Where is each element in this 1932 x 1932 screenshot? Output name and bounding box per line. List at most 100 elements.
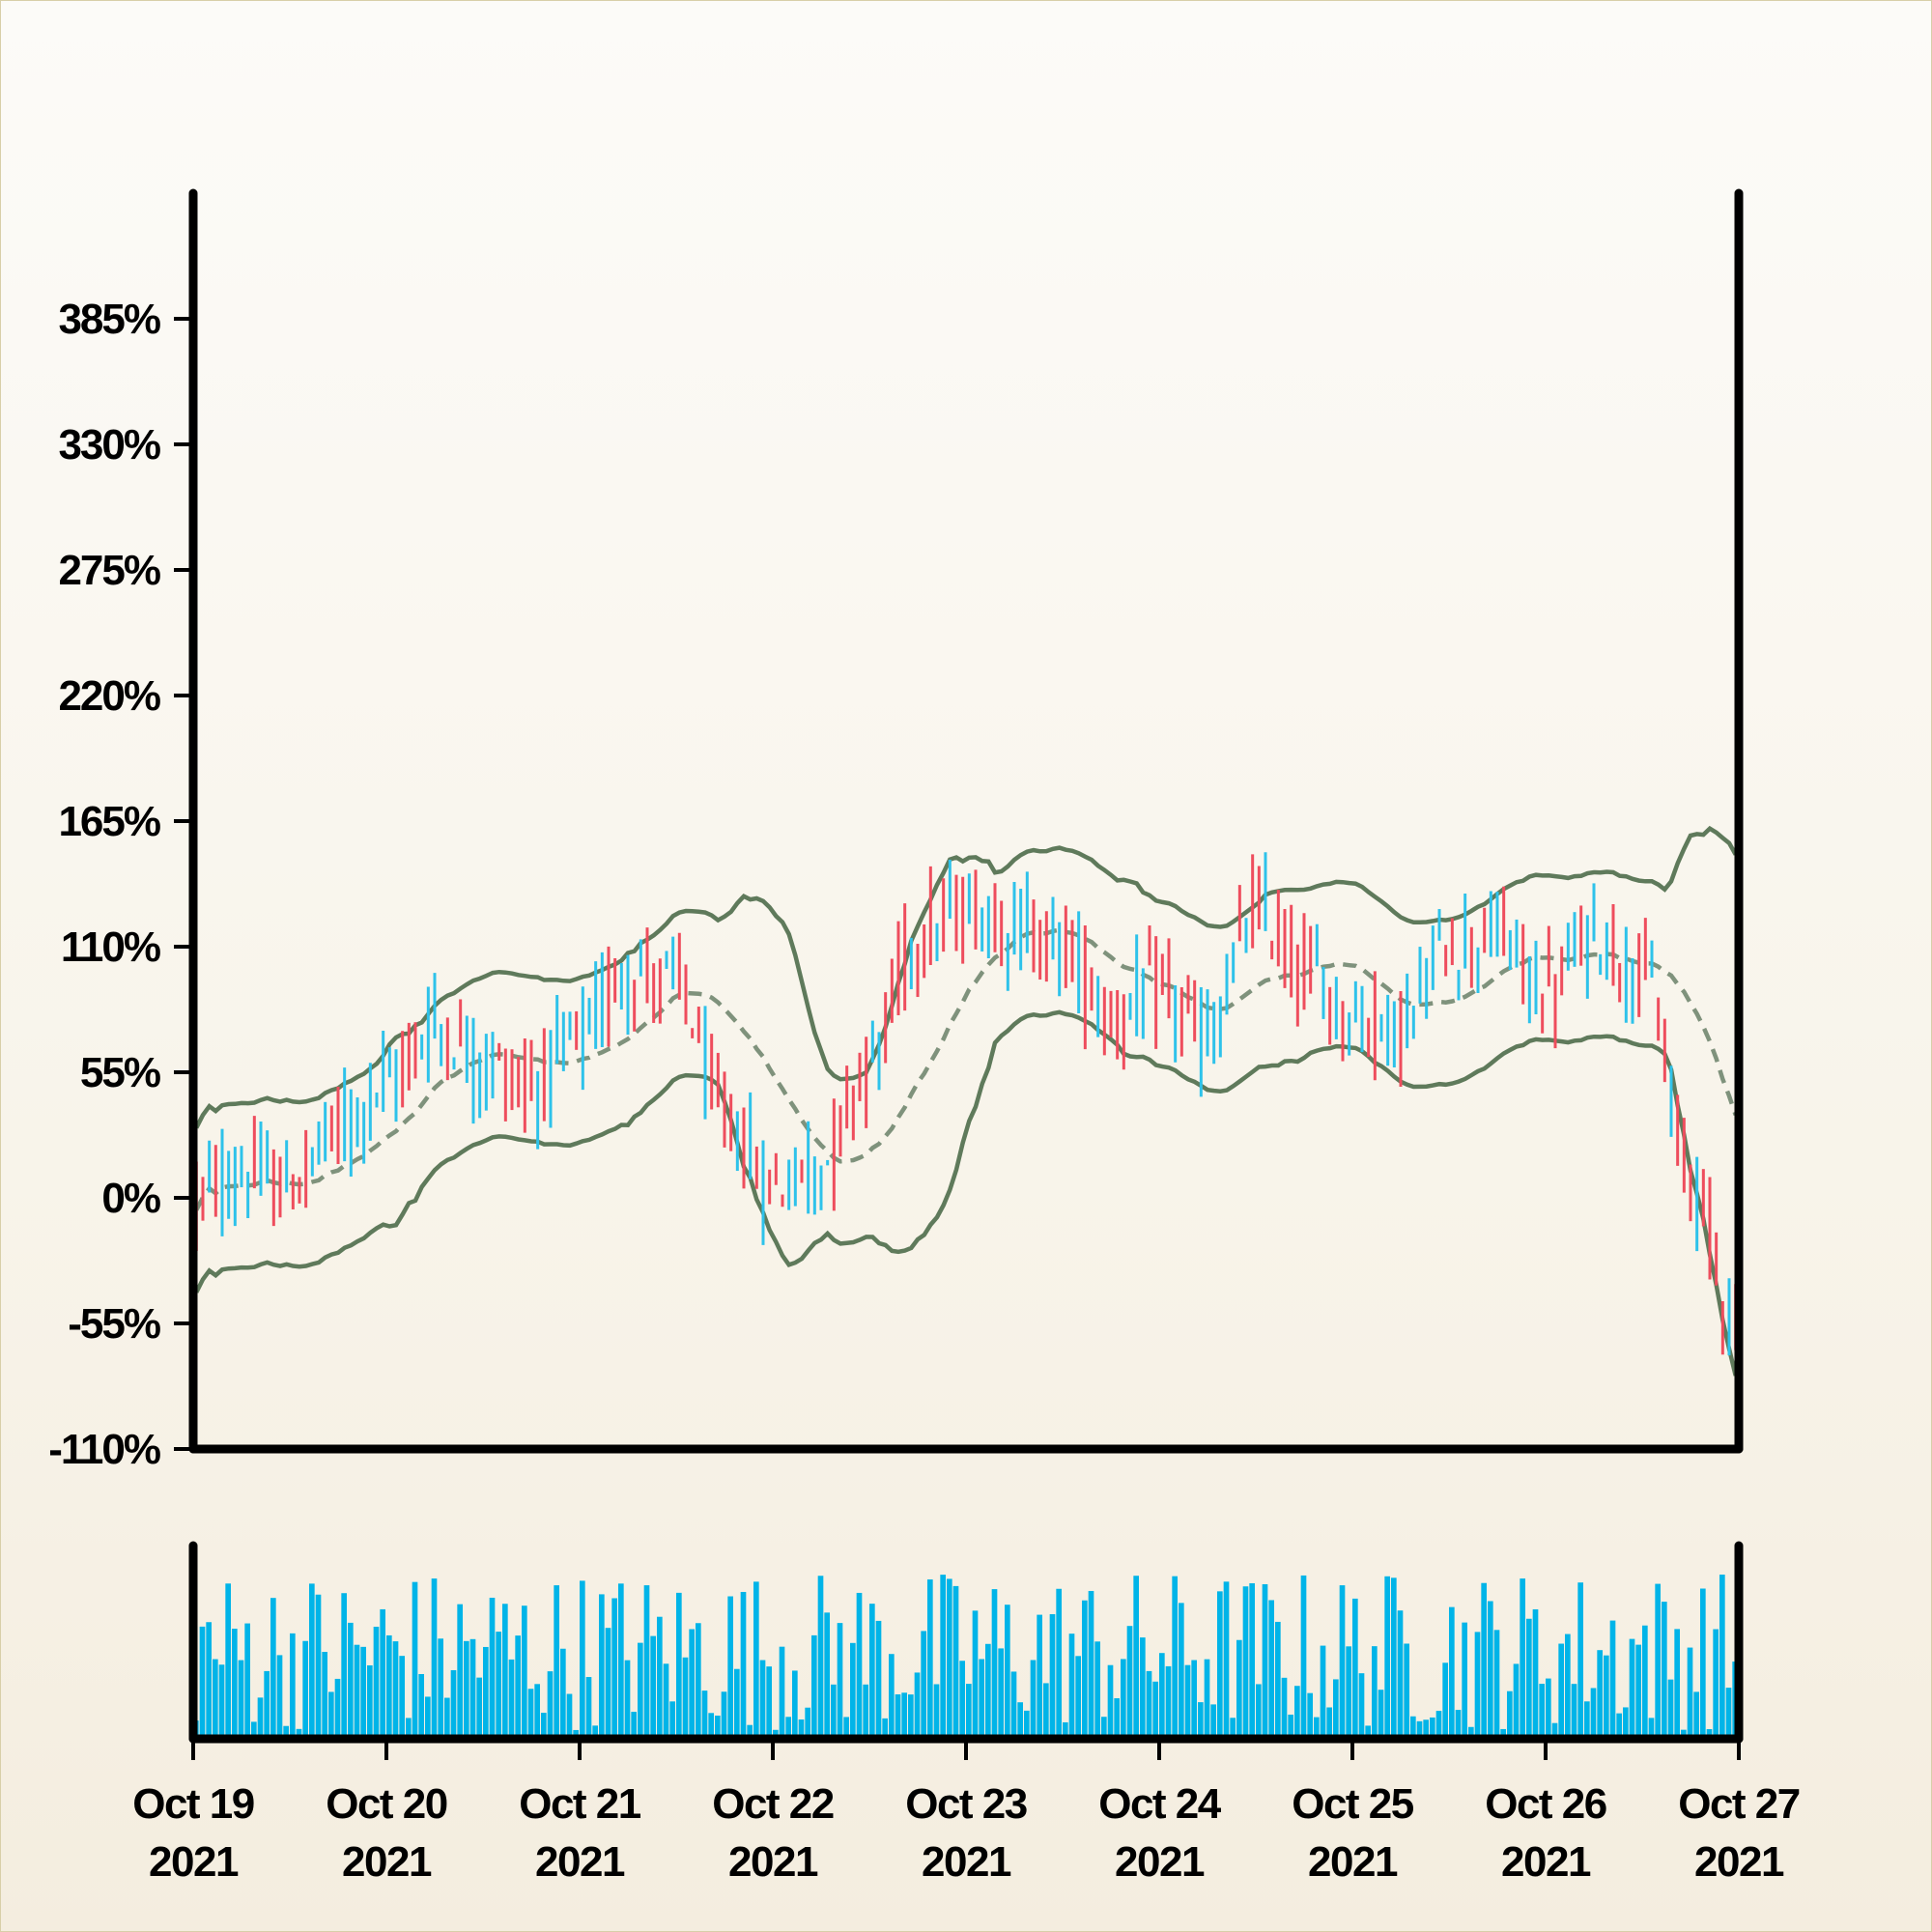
volume-bar (554, 1585, 559, 1739)
volume-bar (1584, 1701, 1590, 1739)
volume-bar (354, 1644, 360, 1739)
volume-bar (952, 1585, 959, 1739)
volume-bar (927, 1579, 933, 1739)
volume-bar (244, 1623, 250, 1739)
volume-bar (869, 1604, 875, 1739)
volume-bar (1681, 1729, 1687, 1739)
x-tick-label-year: 2021 (1115, 1838, 1205, 1886)
x-tick-label-year: 2021 (535, 1838, 625, 1886)
volume-bar (199, 1626, 206, 1739)
volume-bar (573, 1729, 579, 1739)
volume-bar (856, 1592, 863, 1739)
volume-bar (1693, 1691, 1699, 1739)
volume-bar (1320, 1645, 1326, 1739)
volume-bar (1049, 1614, 1056, 1739)
volume-bar (1024, 1710, 1030, 1739)
volume-bar (1288, 1714, 1293, 1739)
volume-bar (315, 1594, 322, 1739)
volume-bar (611, 1598, 617, 1739)
volume-bar (502, 1604, 508, 1739)
volume-bar (779, 1646, 785, 1739)
volume-bar (985, 1643, 991, 1739)
volume-bar (1210, 1704, 1216, 1739)
volume-bar (624, 1660, 631, 1739)
y-tick-label: 330% (58, 421, 159, 469)
volume-bar (1333, 1679, 1339, 1739)
volume-bar (1365, 1725, 1371, 1739)
volume-bar (676, 1592, 682, 1739)
volume-bar (380, 1608, 385, 1739)
volume-bar (889, 1654, 895, 1739)
volume-bar (450, 1669, 457, 1739)
y-tick-label: 0% (101, 1175, 159, 1222)
volume-bar (669, 1701, 675, 1739)
volume-bar (1725, 1688, 1732, 1739)
y-tick-label: 275% (58, 547, 159, 594)
volume-bar (650, 1635, 656, 1739)
volume-bar (1068, 1634, 1075, 1739)
volume-bar (895, 1693, 901, 1739)
volume-bar (290, 1633, 296, 1739)
volume-bar (1507, 1690, 1513, 1739)
volume-bar (1037, 1614, 1042, 1739)
volume-bar (1623, 1707, 1629, 1739)
volume-bar (1558, 1643, 1564, 1739)
volume-bar (1275, 1621, 1281, 1739)
volume-bar (643, 1585, 650, 1739)
volume-bar (1107, 1664, 1114, 1739)
volume-bar (740, 1591, 747, 1739)
y-tick-label: 55% (80, 1049, 160, 1096)
volume-bar (225, 1583, 231, 1739)
volume-bar (817, 1576, 824, 1739)
volume-bar (522, 1605, 527, 1739)
volume-bar (1468, 1726, 1474, 1739)
volume-bar (1056, 1588, 1062, 1739)
volume-bar (1629, 1638, 1635, 1739)
volume-bar (251, 1721, 257, 1739)
volume-bar (901, 1692, 907, 1739)
volume-bar (908, 1694, 914, 1739)
volume-bar (438, 1638, 443, 1739)
volume-bar (1114, 1698, 1120, 1739)
volume-bar (534, 1684, 540, 1739)
volume-bar (1455, 1710, 1462, 1739)
volume-bar (360, 1646, 366, 1739)
volume-bar (1648, 1718, 1655, 1739)
volume-bar (1609, 1620, 1616, 1739)
volume-bar (1674, 1629, 1680, 1739)
volume-bar (1030, 1660, 1037, 1739)
volume-bar (1435, 1711, 1442, 1739)
volume-bar (1488, 1601, 1493, 1739)
volume-bar (785, 1717, 791, 1739)
volume-bar (850, 1642, 856, 1739)
volume-bar (1430, 1717, 1435, 1739)
volume-bar (334, 1678, 341, 1739)
volume-bar (1242, 1586, 1249, 1739)
volume-bar (689, 1629, 695, 1739)
volume-bar (747, 1724, 753, 1739)
volume-bar (1539, 1684, 1545, 1739)
x-axis-tick-labels: Oct 19 2021 Oct 20 2021 Oct 21 2021 Oct 22 2021… (132, 1739, 1801, 1886)
x-tick-label-date: Oct 23 (905, 1780, 1027, 1828)
volume-bar (1397, 1610, 1404, 1739)
bollinger-bands (194, 825, 1738, 1377)
volume-bar (1474, 1632, 1481, 1739)
volume-bar (257, 1697, 264, 1739)
x-tick-label-date: Oct 19 (132, 1780, 254, 1828)
volume-bar (1281, 1677, 1288, 1739)
volume-bar (1352, 1598, 1358, 1739)
volume-bar (921, 1631, 926, 1739)
volume-bar (1532, 1608, 1539, 1739)
volume-bar (1662, 1602, 1667, 1739)
x-tick-label-date: Oct 24 (1098, 1780, 1222, 1828)
volume-bar (580, 1580, 585, 1739)
volume-bar (341, 1593, 347, 1739)
volume-bar (322, 1652, 327, 1739)
volume-bar (1423, 1719, 1429, 1739)
volume-bar (766, 1666, 772, 1739)
volume-bar (599, 1594, 605, 1739)
volume-bar (1597, 1650, 1603, 1739)
volume-bar (882, 1718, 888, 1739)
volume-bar (431, 1578, 438, 1739)
